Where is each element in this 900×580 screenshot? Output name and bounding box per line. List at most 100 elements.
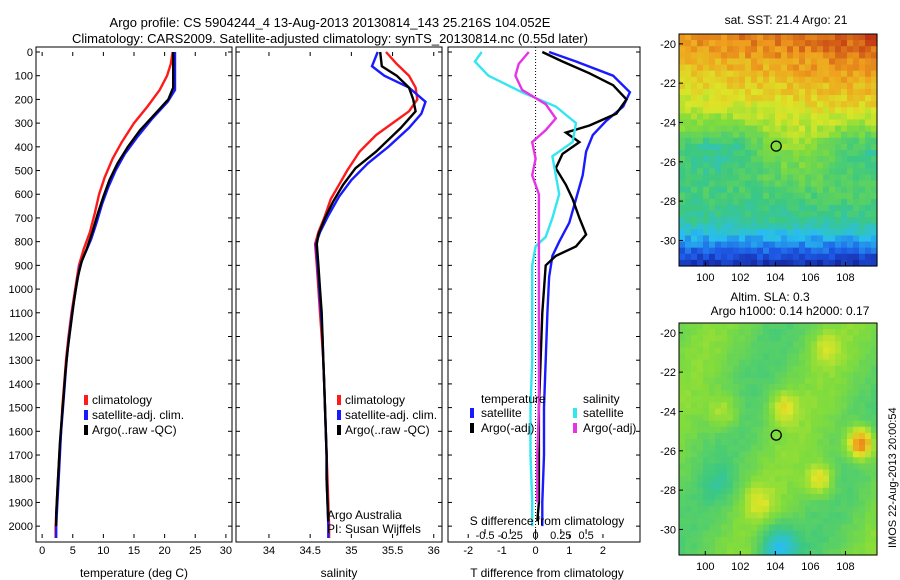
heatmap-cell — [817, 168, 824, 176]
heatmap-cell — [823, 341, 830, 349]
heatmap-cell — [691, 408, 698, 416]
heatmap-cell — [727, 52, 734, 60]
heatmap-cell — [799, 180, 806, 188]
heatmap-cell — [721, 500, 728, 507]
heatmap-cell — [775, 432, 782, 440]
heatmap-cell — [853, 384, 860, 391]
map-x-tick-label: 102 — [731, 272, 749, 284]
heatmap-cell — [847, 451, 854, 458]
heatmap-cell — [745, 390, 752, 397]
heatmap-cell — [733, 82, 740, 90]
heatmap-cell — [745, 341, 752, 349]
heatmap-cell — [685, 463, 692, 471]
heatmap-cell — [799, 341, 806, 349]
heatmap-cell — [691, 347, 698, 355]
heatmap-cell — [793, 101, 800, 108]
heatmap-cell — [697, 52, 704, 60]
heatmap-cell — [853, 64, 860, 72]
heatmap-cell — [853, 247, 860, 255]
heatmap-cell — [793, 463, 800, 471]
heatmap-cell — [733, 46, 740, 53]
heatmap-cell — [871, 259, 878, 267]
heatmap-cell — [691, 229, 698, 237]
heatmap-cell — [865, 487, 872, 495]
heatmap-cell — [799, 223, 806, 230]
heatmap-cell — [853, 408, 860, 416]
heatmap-cell — [715, 335, 722, 342]
heatmap-cell — [715, 457, 722, 465]
heatmap-cell — [745, 371, 752, 379]
heatmap-cell — [769, 217, 776, 224]
heatmap-cell — [745, 506, 752, 513]
heatmap-cell — [685, 101, 692, 108]
heatmap-cell — [817, 414, 824, 422]
heatmap-cell — [691, 156, 698, 163]
heatmap-cell — [793, 445, 800, 452]
heatmap-cell — [829, 107, 836, 114]
heatmap-cell — [829, 119, 836, 127]
heatmap-cell — [811, 475, 818, 483]
heatmap-cell — [721, 180, 728, 188]
heatmap-cell — [703, 536, 710, 544]
heatmap-cell — [769, 536, 776, 544]
heatmap-cell — [787, 70, 794, 78]
heatmap-cell — [763, 247, 770, 255]
heatmap-cell — [859, 156, 866, 163]
heatmap-cell — [679, 377, 686, 385]
heatmap-cell — [739, 40, 746, 47]
heatmap-cell — [829, 390, 836, 397]
heatmap-cell — [709, 143, 716, 151]
heatmap-cell — [751, 46, 758, 53]
heatmap-cell — [727, 223, 734, 230]
heatmap-cell — [715, 131, 722, 139]
heatmap-cell — [841, 524, 848, 532]
heatmap-cell — [715, 414, 722, 422]
heatmap-cell — [751, 457, 758, 465]
heatmap-cell — [799, 371, 806, 379]
heatmap-cell — [763, 390, 770, 397]
heatmap-cell — [799, 402, 806, 410]
heatmap-cell — [685, 536, 692, 544]
heatmap-cell — [703, 329, 710, 336]
heatmap-cell — [679, 500, 686, 507]
heatmap-cell — [841, 143, 848, 151]
heatmap-cell — [757, 143, 764, 151]
heatmap-cell — [715, 347, 722, 355]
heatmap-cell — [751, 487, 758, 495]
heatmap-cell — [859, 408, 866, 416]
heatmap-cell — [871, 168, 878, 176]
heatmap-cell — [685, 95, 692, 102]
heatmap-cell — [859, 192, 866, 200]
heatmap-cell — [799, 113, 806, 121]
heatmap-cell — [781, 420, 788, 428]
heatmap-cell — [757, 186, 764, 194]
heatmap-cell — [727, 469, 734, 477]
heatmap-cell — [805, 506, 812, 513]
heatmap-cell — [763, 463, 770, 471]
heatmap-cell — [823, 487, 830, 495]
heatmap-cell — [709, 353, 716, 361]
heatmap-cell — [763, 481, 770, 489]
heatmap-cell — [715, 536, 722, 544]
heatmap-cell — [739, 377, 746, 385]
heatmap-cell — [775, 420, 782, 428]
heatmap-cell — [697, 463, 704, 471]
heatmap-cell — [715, 542, 722, 550]
heatmap-cell — [763, 235, 770, 243]
heatmap-cell — [709, 174, 716, 182]
heatmap-cell — [841, 204, 848, 212]
heatmap-cell — [775, 341, 782, 349]
heatmap-cell — [865, 329, 872, 336]
heatmap-cell — [799, 229, 806, 237]
heatmap-cell — [721, 432, 728, 440]
heatmap-cell — [865, 347, 872, 355]
heatmap-cell — [865, 432, 872, 440]
heatmap-cell — [829, 235, 836, 243]
heatmap-cell — [751, 40, 758, 47]
heatmap-cell — [763, 211, 770, 218]
heatmap-cell — [703, 168, 710, 176]
heatmap-cell — [853, 241, 860, 249]
heatmap-cell — [775, 46, 782, 53]
heatmap-cell — [871, 247, 878, 255]
heatmap-cell — [679, 204, 686, 212]
